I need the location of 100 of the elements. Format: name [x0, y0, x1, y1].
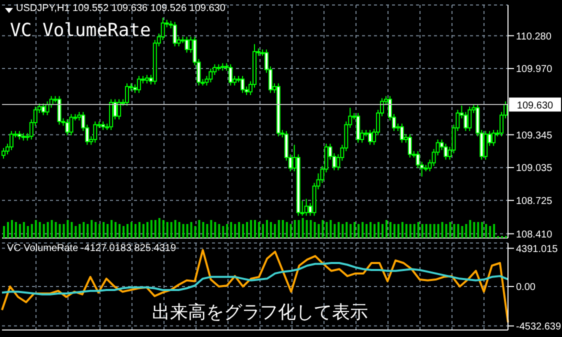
- bar: [58, 224, 61, 238]
- bar: [485, 224, 488, 238]
- bar: [178, 222, 180, 238]
- bar: [481, 222, 484, 238]
- bar: [382, 224, 384, 238]
- bar: [449, 222, 452, 238]
- line-series: [1, 262, 509, 296]
- bar: [42, 224, 45, 238]
- bar: [182, 224, 184, 238]
- bar: [214, 222, 216, 238]
- bar: [254, 220, 256, 238]
- y-tick-label: 4391.015: [516, 244, 558, 255]
- bar: [401, 222, 404, 238]
- candlestick: [208, 68, 213, 83]
- bar: [22, 222, 25, 238]
- bar: [334, 224, 336, 238]
- y-tick-label: 109.970: [516, 64, 553, 76]
- candlestick: [492, 129, 496, 146]
- bar: [290, 224, 292, 238]
- candlestick: [41, 102, 46, 116]
- bar: [469, 220, 472, 238]
- bar: [146, 222, 148, 238]
- bar: [338, 222, 340, 238]
- bar: [330, 220, 332, 238]
- annotation: VC VolumeRate: [10, 20, 151, 41]
- bar: [26, 226, 29, 238]
- bar: [421, 224, 424, 238]
- bar: [378, 222, 380, 238]
- bar: [166, 222, 168, 238]
- candlestick: [304, 198, 308, 216]
- bar: [362, 222, 364, 238]
- candlestick: [136, 75, 141, 94]
- candlestick: [57, 96, 62, 126]
- bar: [150, 220, 152, 238]
- bar: [74, 226, 77, 238]
- bar: [346, 222, 348, 238]
- bar: [158, 218, 160, 238]
- bar: [413, 224, 416, 238]
- bar: [206, 224, 208, 238]
- chart-title: VC VolumeRate -4127.0183 825.4319: [7, 243, 176, 254]
- bar: [234, 224, 236, 238]
- bar: [90, 220, 93, 238]
- bar: [465, 224, 468, 238]
- bar: [493, 224, 496, 238]
- y-tick-label: -4532.639: [516, 321, 562, 332]
- bar: [318, 224, 320, 238]
- bar: [385, 220, 388, 238]
- ref-line-label: 109.630: [516, 100, 554, 112]
- candlestick: [484, 130, 488, 160]
- bar: [130, 222, 132, 238]
- bar: [190, 222, 192, 238]
- bar: [354, 222, 356, 238]
- bar: [266, 220, 268, 238]
- bar: [242, 224, 244, 238]
- bar: [489, 226, 492, 238]
- bar: [457, 224, 460, 238]
- bar: [409, 224, 412, 238]
- candlestick: [400, 123, 404, 144]
- bar: [393, 224, 396, 238]
- bar: [82, 222, 85, 238]
- bar: [322, 220, 324, 238]
- bar: [106, 224, 109, 238]
- bar: [314, 222, 316, 238]
- bar: [78, 224, 81, 238]
- bar: [122, 226, 125, 238]
- y-tick-label: 0.00: [516, 282, 536, 294]
- bar: [98, 224, 101, 238]
- bar: [34, 220, 37, 238]
- bar: [110, 220, 113, 238]
- bar: [397, 224, 400, 238]
- bar: [238, 222, 240, 238]
- chart-title: USDJPY,H1 109.552 109.636 109.526 109.630: [16, 3, 226, 14]
- bar: [389, 222, 392, 238]
- bar: [298, 220, 300, 238]
- bar: [18, 224, 21, 238]
- bar: [270, 222, 272, 238]
- bar: [162, 220, 164, 238]
- bar: [198, 220, 200, 238]
- bar: [417, 222, 420, 238]
- bar: [102, 222, 105, 238]
- bar: [370, 222, 372, 238]
- bar: [50, 220, 53, 238]
- candlestick: [240, 75, 245, 94]
- bar: [10, 220, 13, 238]
- bar: [86, 224, 89, 238]
- bar: [278, 220, 280, 238]
- bar: [374, 224, 376, 238]
- bar: [62, 224, 65, 238]
- bar: [294, 220, 296, 238]
- bar: [433, 224, 436, 238]
- y-tick-label: 110.280: [516, 31, 552, 42]
- bar: [326, 222, 328, 238]
- bar: [226, 224, 228, 238]
- bar: [134, 224, 136, 238]
- bar: [366, 224, 368, 238]
- bar: [218, 224, 220, 238]
- bar: [38, 222, 41, 238]
- bar: [174, 220, 176, 238]
- y-tick-label: 109.035: [516, 163, 553, 174]
- bar: [186, 224, 188, 238]
